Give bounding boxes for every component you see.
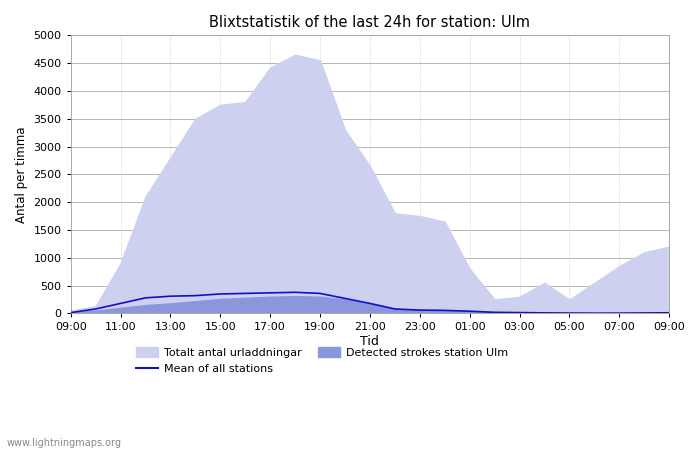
Legend: Totalt antal urladdningar, Mean of all stations, Detected strokes station Ulm: Totalt antal urladdningar, Mean of all s… [133,344,512,378]
Title: Blixtstatistik of the last 24h for station: Ulm: Blixtstatistik of the last 24h for stati… [209,15,531,30]
X-axis label: Tid: Tid [360,335,379,348]
Y-axis label: Antal per timma: Antal per timma [15,126,28,223]
Text: www.lightningmaps.org: www.lightningmaps.org [7,438,122,448]
